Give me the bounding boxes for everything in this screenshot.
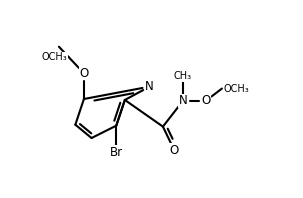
Text: OCH₃: OCH₃ xyxy=(42,52,68,62)
Text: CH₃: CH₃ xyxy=(174,71,192,81)
Text: Br: Br xyxy=(110,146,123,159)
Text: OCH₃: OCH₃ xyxy=(224,84,250,93)
Text: O: O xyxy=(201,94,210,107)
Text: N: N xyxy=(145,80,154,93)
Text: N: N xyxy=(178,94,187,107)
Text: O: O xyxy=(79,67,88,80)
Text: O: O xyxy=(170,144,179,157)
